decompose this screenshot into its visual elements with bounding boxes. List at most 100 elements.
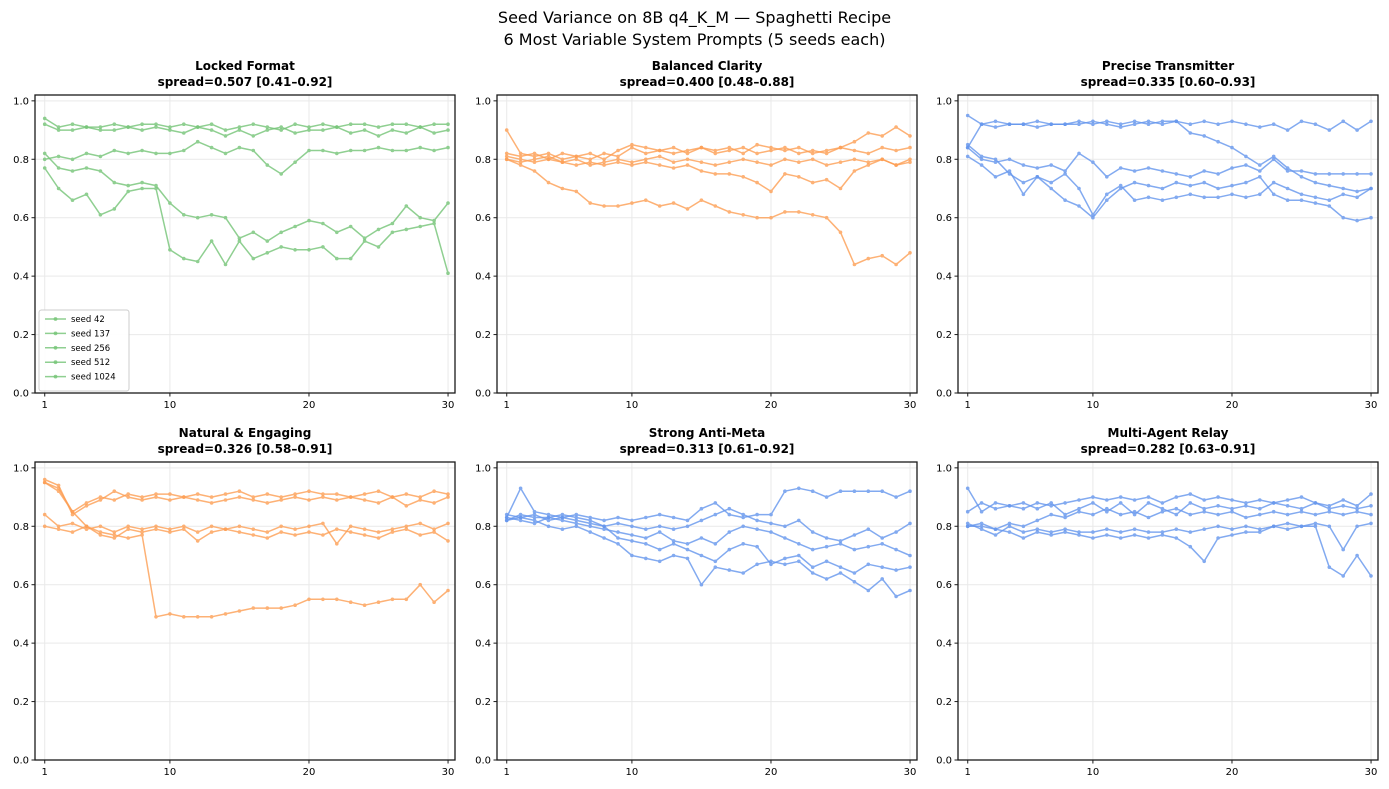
svg-text:0.8: 0.8 bbox=[13, 155, 29, 166]
svg-text:0.4: 0.4 bbox=[936, 272, 952, 283]
axes-frame bbox=[957, 461, 1379, 761]
svg-text:0.0: 0.0 bbox=[475, 389, 491, 400]
svg-text:30: 30 bbox=[904, 767, 917, 778]
svg-text:1: 1 bbox=[504, 400, 510, 411]
precise-transmitter-plot: 1 10 20 30 0.0 0.2 0.4 0.6 0.8 1.0 bbox=[936, 94, 1379, 411]
series-seed-1024 bbox=[42, 480, 450, 619]
axes-frame bbox=[957, 94, 1379, 394]
series-seed-137 bbox=[504, 125, 912, 162]
svg-text:0.4: 0.4 bbox=[475, 272, 491, 283]
svg-text:0.0: 0.0 bbox=[936, 389, 952, 400]
subplot-title-text: Strong Anti-Meta bbox=[648, 426, 766, 440]
series-seed-42 bbox=[42, 116, 450, 132]
svg-text:1.0: 1.0 bbox=[936, 463, 952, 474]
svg-text:20: 20 bbox=[765, 400, 778, 411]
svg-text:0.4: 0.4 bbox=[13, 639, 29, 650]
series-seed-512 bbox=[504, 512, 912, 575]
series-seed-42 bbox=[504, 128, 912, 162]
svg-text:0.2: 0.2 bbox=[936, 330, 952, 341]
subplot-spread-text: spread=0.335 [0.60–0.93] bbox=[1080, 75, 1256, 89]
svg-text:0.0: 0.0 bbox=[936, 756, 952, 767]
axes-frame bbox=[34, 461, 456, 761]
svg-text:20: 20 bbox=[1226, 400, 1239, 411]
series-seed-512 bbox=[965, 142, 1373, 217]
svg-text:30: 30 bbox=[904, 400, 917, 411]
svg-text:0.4: 0.4 bbox=[13, 272, 29, 283]
strong-anti-meta-plot: 1 10 20 30 0.0 0.2 0.4 0.6 0.8 1.0 bbox=[475, 461, 918, 778]
svg-text:0.2: 0.2 bbox=[936, 697, 952, 708]
tick-labels: 1 10 20 30 0.0 0.2 0.4 0.6 0.8 1.0 bbox=[13, 96, 454, 411]
svg-text:1.0: 1.0 bbox=[13, 463, 29, 474]
svg-text:1: 1 bbox=[504, 767, 510, 778]
svg-text:0.8: 0.8 bbox=[13, 522, 29, 533]
svg-text:0.2: 0.2 bbox=[475, 697, 491, 708]
legend-label: seed 512 bbox=[71, 358, 110, 368]
svg-text:0.2: 0.2 bbox=[13, 697, 29, 708]
svg-text:1: 1 bbox=[965, 767, 971, 778]
axes-frame bbox=[496, 461, 918, 761]
locked-format-plot: 1 10 20 30 0.0 0.2 0.4 0.6 0.8 1.0 seed 42 seed 137… bbox=[13, 94, 456, 411]
tick-labels: 1 10 20 30 0.0 0.2 0.4 0.6 0.8 1.0 bbox=[936, 96, 1377, 411]
figure-title-line1: Seed Variance on 8B q4_K_M — Spaghetti R… bbox=[497, 8, 892, 27]
tick-labels: 1 10 20 30 0.0 0.2 0.4 0.6 0.8 1.0 bbox=[475, 463, 916, 778]
svg-text:20: 20 bbox=[303, 400, 316, 411]
subplot-title-text: Balanced Clarity bbox=[651, 59, 763, 73]
svg-text:30: 30 bbox=[442, 767, 455, 778]
subplot-precise-transmitter-title: Precise Transmitter spread=0.335 [0.60–0… bbox=[958, 58, 1378, 90]
gridlines bbox=[958, 95, 1378, 394]
series-seed-1024 bbox=[504, 515, 912, 599]
subplot-multi-agent-relay-title: Multi-Agent Relay spread=0.282 [0.63–0.9… bbox=[958, 425, 1378, 457]
svg-text:20: 20 bbox=[765, 767, 778, 778]
series-seed-256 bbox=[965, 145, 1373, 179]
legend-label: seed 137 bbox=[71, 329, 110, 339]
svg-text:10: 10 bbox=[164, 400, 177, 411]
svg-text:0.6: 0.6 bbox=[936, 580, 952, 591]
subplot-title-text: Natural & Engaging bbox=[178, 426, 312, 440]
subplot-locked-format-title: Locked Format spread=0.507 [0.41–0.92] bbox=[35, 58, 455, 90]
svg-text:1: 1 bbox=[965, 400, 971, 411]
svg-text:1.0: 1.0 bbox=[475, 96, 491, 107]
svg-text:0.0: 0.0 bbox=[13, 756, 29, 767]
svg-text:0.6: 0.6 bbox=[475, 213, 491, 224]
tick-labels: 1 10 20 30 0.0 0.2 0.4 0.6 0.8 1.0 bbox=[936, 463, 1377, 778]
svg-text:20: 20 bbox=[303, 767, 316, 778]
svg-text:10: 10 bbox=[626, 767, 639, 778]
svg-text:0.6: 0.6 bbox=[936, 213, 952, 224]
axes-frame bbox=[496, 94, 918, 394]
series-seed-256 bbox=[965, 506, 1373, 531]
series-seed-256 bbox=[504, 512, 912, 558]
legend: seed 42 seed 137 seed 256 seed 512 seed 1024 bbox=[38, 309, 130, 392]
figure-title-line2: 6 Most Variable System Prompts (5 seeds … bbox=[503, 30, 886, 49]
multi-agent-relay-plot: 1 10 20 30 0.0 0.2 0.4 0.6 0.8 1.0 bbox=[936, 461, 1379, 778]
gridlines bbox=[958, 462, 1378, 761]
gridlines bbox=[35, 462, 455, 761]
svg-text:0.4: 0.4 bbox=[475, 639, 491, 650]
series-seed-137 bbox=[42, 122, 450, 138]
series-seed-1024 bbox=[965, 521, 1373, 578]
series-seed-137 bbox=[965, 501, 1373, 517]
series-seed-137 bbox=[965, 119, 1373, 194]
svg-text:0.6: 0.6 bbox=[13, 580, 29, 591]
series-seed-256 bbox=[42, 512, 450, 546]
series-seed-1024 bbox=[965, 154, 1373, 223]
svg-text:1: 1 bbox=[42, 767, 48, 778]
subplot-balanced-clarity-title: Balanced Clarity spread=0.400 [0.48–0.88… bbox=[497, 58, 917, 90]
tick-labels: 1 10 20 30 0.0 0.2 0.4 0.6 0.8 1.0 bbox=[13, 463, 454, 778]
series-seed-256 bbox=[42, 139, 450, 176]
svg-text:0.8: 0.8 bbox=[475, 522, 491, 533]
series-seed-512 bbox=[42, 151, 450, 243]
tick-labels: 1 10 20 30 0.0 0.2 0.4 0.6 0.8 1.0 bbox=[475, 96, 916, 411]
balanced-clarity-plot: 1 10 20 30 0.0 0.2 0.4 0.6 0.8 1.0 bbox=[475, 94, 918, 411]
series-seed-256 bbox=[504, 154, 912, 167]
svg-text:10: 10 bbox=[626, 400, 639, 411]
svg-text:10: 10 bbox=[1087, 400, 1100, 411]
series-seed-137 bbox=[504, 506, 912, 543]
svg-text:1.0: 1.0 bbox=[13, 96, 29, 107]
series-seed-1024 bbox=[42, 166, 450, 275]
svg-text:0.4: 0.4 bbox=[936, 639, 952, 650]
legend-label: seed 256 bbox=[71, 344, 110, 354]
svg-text:0.8: 0.8 bbox=[936, 155, 952, 166]
subplot-spread-text: spread=0.507 [0.41–0.92] bbox=[157, 75, 333, 89]
subplot-natural-engaging-title: Natural & Engaging spread=0.326 [0.58–0.… bbox=[35, 425, 455, 457]
